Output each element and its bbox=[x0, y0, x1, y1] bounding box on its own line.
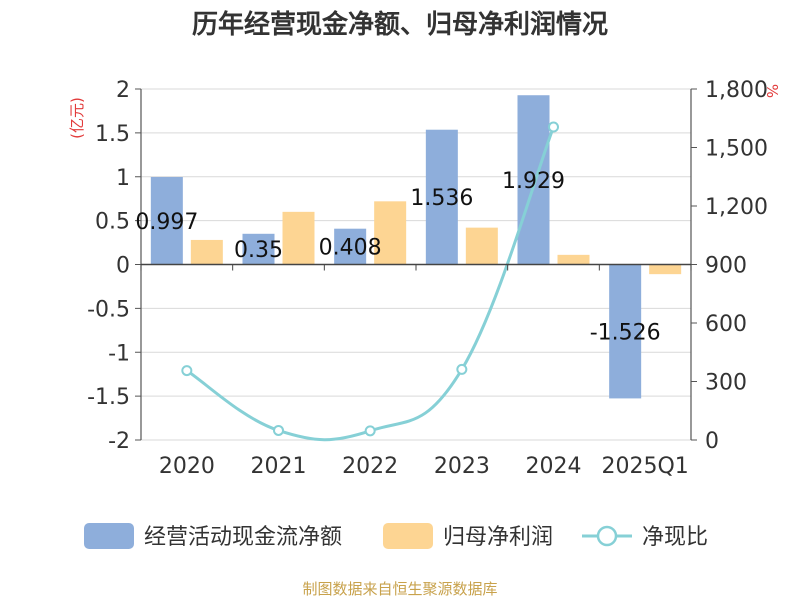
legend: 经营活动现金流净额 归母净利润 净现比 bbox=[84, 523, 708, 550]
cash-flow-bar bbox=[425, 129, 458, 265]
cash-flow-data-label: 1.929 bbox=[502, 169, 565, 194]
bars bbox=[150, 95, 682, 399]
axes: 2 1.5 1 0.5 0 -0.5 -1 -1.5 -2 1,800 1,500 1,200 900 6… bbox=[87, 78, 768, 479]
left-tick-label: -1.5 bbox=[87, 385, 130, 410]
left-axis-unit: (亿元) bbox=[68, 97, 86, 139]
right-axis-unit: % bbox=[763, 84, 781, 98]
cash-flow-data-label: 1.536 bbox=[410, 186, 473, 211]
category-label: 2022 bbox=[342, 454, 398, 479]
left-tick-label: 0 bbox=[116, 254, 130, 279]
right-tick-label: 900 bbox=[705, 254, 747, 279]
net-profit-bar bbox=[282, 211, 315, 265]
legend-net-profit-label: 归母净利润 bbox=[443, 525, 553, 550]
net-cash-ratio-point bbox=[273, 424, 284, 436]
net-cash-ratio-point bbox=[181, 365, 193, 377]
left-tick-label: 2 bbox=[116, 78, 130, 103]
cash-flow-bar bbox=[334, 228, 367, 265]
net-cash-ratio-path bbox=[186, 126, 555, 442]
data-labels: 0.997 0.35 0.408 1.536 1.929 -1.526 bbox=[135, 169, 660, 346]
cash-flow-bar bbox=[609, 264, 642, 399]
right-tick-label: 1,500 bbox=[705, 137, 768, 162]
left-tick-label: 1.5 bbox=[95, 122, 130, 147]
cash-flow-data-label: 0.35 bbox=[234, 238, 283, 263]
right-tick-label: 300 bbox=[705, 371, 747, 396]
cash-flow-bar bbox=[242, 233, 275, 265]
left-tick-label: 0.5 bbox=[95, 210, 130, 235]
source-note: 制图数据来自恒生聚源数据库 bbox=[302, 580, 497, 598]
legend-cash-flow-label: 经营活动现金流净额 bbox=[144, 525, 342, 550]
net-profit-bar bbox=[190, 239, 223, 265]
cash-flow-data-label: -1.526 bbox=[590, 320, 661, 345]
category-label: 2024 bbox=[526, 454, 582, 479]
cash-flow-data-label: 0.408 bbox=[319, 236, 382, 261]
left-tick-label: -1 bbox=[108, 341, 130, 366]
net-profit-bar bbox=[557, 254, 590, 265]
category-label: 2020 bbox=[159, 454, 215, 479]
net-cash-ratio-point bbox=[364, 425, 376, 437]
left-tick-label: 1 bbox=[116, 166, 130, 191]
net-cash-ratio-point bbox=[548, 121, 559, 133]
left-tick-label: -0.5 bbox=[87, 297, 130, 322]
net-cash-ratio-point bbox=[456, 363, 468, 375]
right-tick-label: 0 bbox=[705, 429, 719, 454]
cash-flow-bar bbox=[150, 177, 183, 265]
right-tick-label: 600 bbox=[705, 312, 747, 337]
category-label: 2021 bbox=[251, 454, 307, 479]
net-profit-bar bbox=[649, 264, 682, 275]
cash-flow-bar bbox=[517, 95, 550, 265]
left-tick-label: -2 bbox=[108, 429, 130, 454]
right-tick-label: 1,800 bbox=[705, 78, 768, 103]
legend-ratio-label: 净现比 bbox=[642, 525, 708, 550]
legend-net-profit-swatch bbox=[383, 523, 433, 549]
legend-ratio-marker bbox=[596, 525, 618, 547]
net-profit-bar bbox=[465, 227, 498, 265]
category-label: 2023 bbox=[434, 454, 490, 479]
right-tick-label: 1,200 bbox=[705, 195, 768, 220]
category-label: 2025Q1 bbox=[602, 454, 689, 479]
net-cash-ratio-line bbox=[181, 121, 559, 442]
cash-flow-data-label: 0.997 bbox=[135, 210, 198, 235]
chart-title: 历年经营现金净额、归母净利润情况 bbox=[192, 9, 608, 40]
net-profit-bar bbox=[374, 201, 407, 265]
legend-cash-flow-swatch bbox=[84, 523, 134, 549]
